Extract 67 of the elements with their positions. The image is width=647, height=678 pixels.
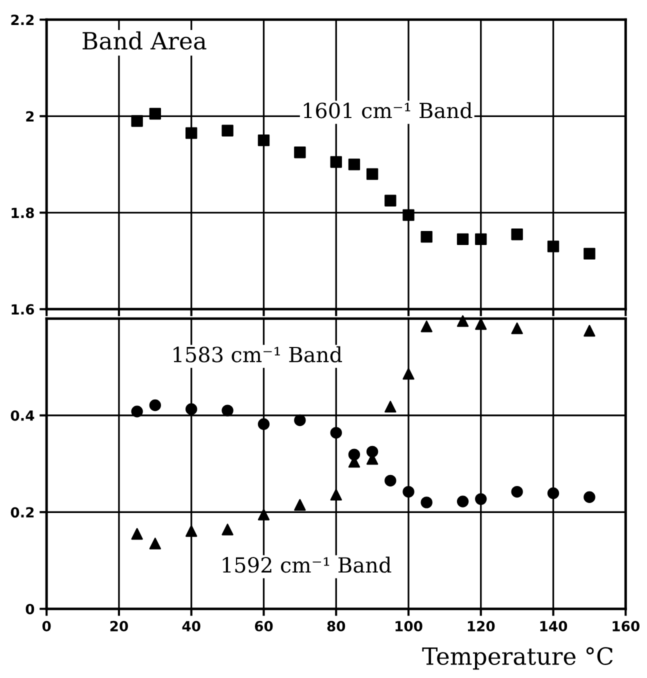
point xyxy=(475,233,487,246)
point xyxy=(186,403,198,415)
point xyxy=(420,320,432,332)
point xyxy=(456,315,469,327)
series-label: 1601 cm⁻¹ Band xyxy=(304,102,472,118)
point xyxy=(384,474,396,487)
point xyxy=(402,368,414,380)
x-tick-label: 60 xyxy=(254,620,273,632)
point xyxy=(258,418,270,430)
point xyxy=(475,493,487,505)
point xyxy=(222,124,234,136)
y-tick-label: 1.6 xyxy=(12,304,34,315)
point xyxy=(258,508,270,520)
point xyxy=(384,400,396,413)
point xyxy=(366,168,378,180)
point xyxy=(584,324,596,337)
point xyxy=(384,194,396,206)
point xyxy=(131,528,143,540)
point xyxy=(294,146,306,158)
y-tick-label: 1.8 xyxy=(12,208,34,218)
x-tick-label: 160 xyxy=(612,620,640,632)
point xyxy=(149,108,162,120)
point xyxy=(222,404,234,416)
point xyxy=(475,318,487,330)
point xyxy=(547,487,560,500)
x-tick-label: 120 xyxy=(468,620,495,632)
point xyxy=(186,127,198,139)
point xyxy=(330,488,342,501)
point xyxy=(511,486,523,498)
point xyxy=(456,233,469,246)
point xyxy=(330,156,342,168)
point xyxy=(584,248,596,260)
point xyxy=(222,524,234,536)
x-axis-title: Temperature °C xyxy=(422,647,613,670)
x-tick-label: 100 xyxy=(396,620,422,632)
point xyxy=(149,538,162,550)
y-tick-label: 0 xyxy=(26,604,34,614)
x-tick-label: 0 xyxy=(42,620,51,632)
point xyxy=(294,499,306,511)
point xyxy=(186,525,198,537)
point xyxy=(584,491,596,503)
point xyxy=(420,496,432,508)
point xyxy=(131,115,143,127)
point xyxy=(294,414,306,426)
point xyxy=(149,399,162,412)
series-label: 1592 cm⁻¹ Band xyxy=(222,556,392,573)
y-tick-label: 2 xyxy=(26,111,34,122)
series-label: 1583 cm⁻¹ Band xyxy=(174,346,342,362)
point xyxy=(420,230,432,243)
y-tick-label: 2.2 xyxy=(11,14,34,25)
x-tick-label: 20 xyxy=(110,620,128,632)
point xyxy=(131,406,143,418)
point xyxy=(330,426,342,439)
x-tick-label: 40 xyxy=(182,620,200,632)
point xyxy=(402,209,414,221)
point xyxy=(348,158,360,170)
point xyxy=(258,134,270,146)
y-tick-label: 0.4 xyxy=(10,410,34,421)
point xyxy=(511,228,523,240)
y-tick-label: 0.2 xyxy=(10,507,34,518)
point xyxy=(456,496,469,508)
x-tick-label: 80 xyxy=(327,620,346,632)
point xyxy=(511,322,523,334)
x-tick-label: 140 xyxy=(540,620,568,632)
y-axis-title: Band Area xyxy=(82,31,206,50)
point xyxy=(402,486,414,498)
point xyxy=(547,240,560,252)
